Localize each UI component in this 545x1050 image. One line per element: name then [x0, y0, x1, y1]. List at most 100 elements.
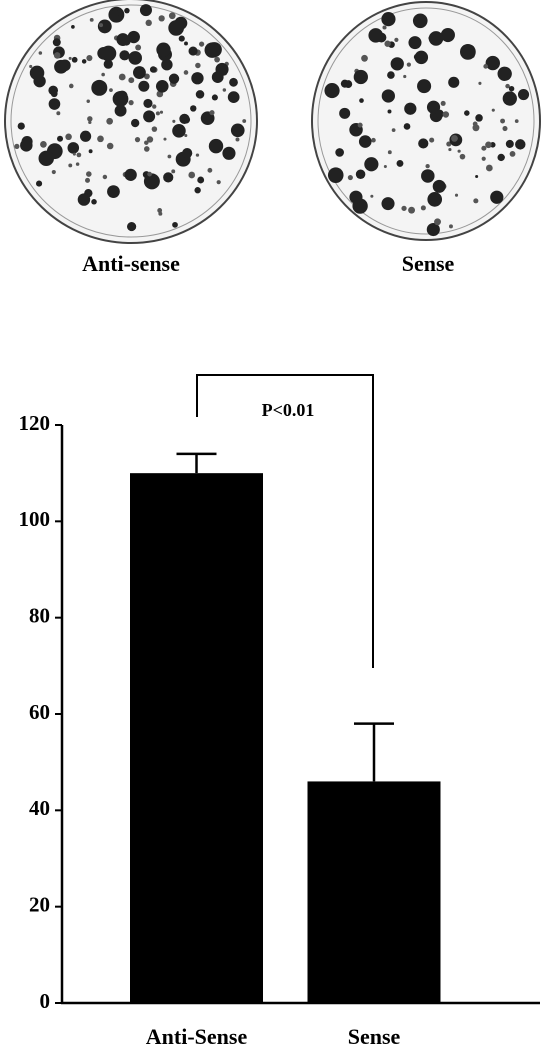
colony	[161, 59, 173, 71]
colony	[517, 88, 530, 101]
y-tick-label: 80	[29, 603, 50, 627]
colony	[390, 57, 404, 71]
colony	[133, 66, 146, 79]
colony	[204, 42, 221, 58]
colony	[211, 94, 218, 101]
colony	[102, 174, 108, 180]
colony	[152, 104, 157, 109]
colony	[172, 124, 186, 138]
colony	[156, 42, 171, 57]
colony	[460, 43, 476, 60]
petri-dish	[311, 1, 541, 241]
colony	[497, 153, 505, 162]
colony	[485, 164, 493, 172]
colony	[355, 169, 366, 180]
bar	[307, 781, 441, 1003]
colony	[387, 71, 395, 79]
colony	[38, 51, 43, 55]
colony	[382, 25, 387, 30]
colony	[114, 104, 127, 117]
colony	[364, 157, 379, 172]
bar	[130, 473, 263, 1004]
colony	[51, 169, 56, 175]
colony	[371, 137, 376, 143]
colony	[464, 110, 470, 116]
colony	[408, 36, 422, 50]
colony	[508, 85, 515, 92]
colony	[97, 135, 104, 143]
colony	[81, 59, 87, 64]
colony	[440, 100, 446, 106]
colony	[54, 59, 68, 74]
panel-label: Sense	[402, 251, 455, 276]
colony	[425, 163, 430, 169]
panel-label: Anti-sense	[82, 251, 180, 276]
colony	[14, 143, 20, 149]
colony	[408, 206, 416, 214]
colony	[381, 197, 395, 211]
colony	[198, 41, 205, 47]
colony	[396, 159, 404, 167]
colony	[190, 105, 197, 112]
colony	[440, 27, 455, 43]
colony	[119, 50, 130, 61]
colony	[229, 77, 238, 87]
colony	[368, 28, 383, 43]
x-tick-label: Anti-Sense	[146, 1024, 248, 1049]
colony	[195, 90, 205, 99]
colony	[472, 124, 480, 132]
colony	[85, 177, 90, 183]
colony	[434, 218, 442, 226]
colony	[151, 126, 158, 132]
colony	[502, 91, 517, 106]
colony	[475, 175, 479, 179]
colony	[168, 73, 180, 84]
colony	[184, 41, 188, 46]
colony	[88, 149, 93, 154]
colony	[361, 54, 368, 62]
colony	[357, 122, 363, 128]
colony	[127, 30, 140, 44]
colony	[124, 168, 137, 181]
colony	[188, 171, 196, 179]
colony	[116, 33, 130, 47]
colony	[426, 222, 440, 237]
colony	[207, 167, 213, 173]
colony	[143, 146, 150, 152]
colony	[179, 113, 190, 124]
colony	[421, 169, 435, 183]
colony	[158, 15, 165, 22]
colony	[56, 111, 61, 116]
colony	[86, 55, 93, 62]
colony	[71, 25, 75, 29]
colony	[128, 77, 135, 84]
colony	[145, 19, 152, 27]
colony	[88, 120, 92, 125]
colony	[347, 174, 353, 181]
colony	[358, 135, 372, 148]
colony	[68, 56, 72, 60]
colony	[500, 118, 506, 124]
colony	[442, 111, 450, 118]
colony	[168, 20, 185, 36]
colony	[146, 136, 154, 143]
colony	[127, 221, 137, 232]
colony	[68, 163, 73, 168]
y-tick-label: 100	[19, 507, 51, 531]
colony	[168, 12, 176, 20]
colony	[448, 76, 460, 88]
colony	[144, 140, 149, 145]
colony	[128, 100, 134, 106]
colony	[29, 64, 33, 69]
colony	[235, 137, 240, 142]
colony	[163, 137, 167, 141]
colony	[222, 146, 236, 160]
significance-bracket	[196, 374, 374, 668]
colony	[50, 90, 58, 98]
annotation: P<0.01	[262, 400, 315, 420]
colony	[155, 79, 169, 93]
colony	[87, 116, 93, 122]
error-bar	[176, 452, 217, 474]
colony	[208, 138, 224, 154]
